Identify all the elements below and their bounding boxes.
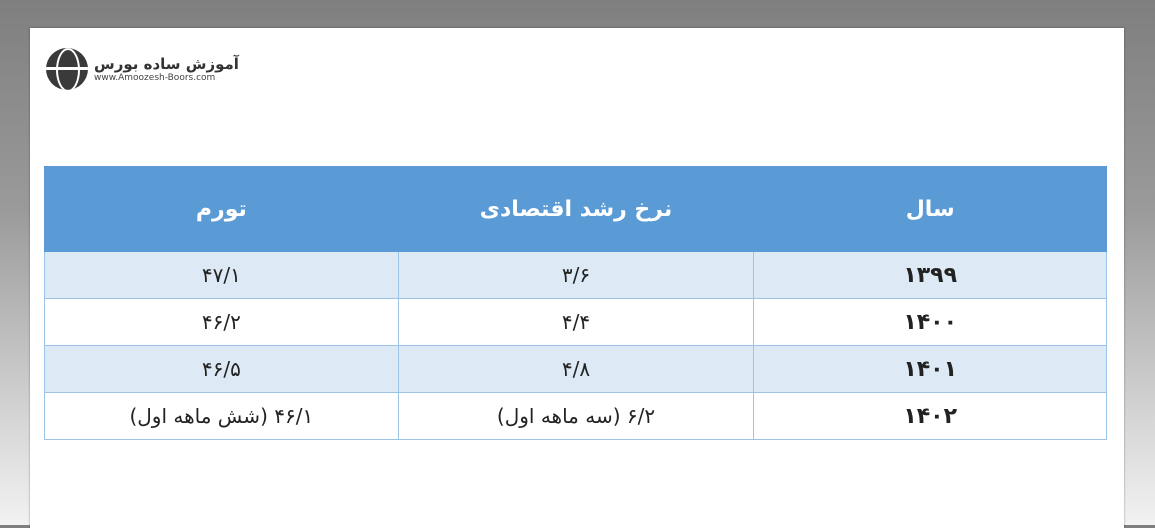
cell-year: ۱۴۰۱ (753, 345, 1107, 393)
table-row: ۱۴۰۲ ۶/۲ (سه ماهه اول) ۴۶/۱ (شش ماهه اول… (44, 392, 1107, 440)
document-page: آموزش ساده بورس www.Amoozesh-Boors.com س… (30, 28, 1124, 528)
cell-inflation: ۴۶/۲ (44, 298, 399, 346)
cell-growth: ۴/۴ (397, 298, 755, 346)
table-row: ۱۴۰۱ ۴/۸ ۴۶/۵ (44, 345, 1107, 393)
cell-growth: ۶/۲ (سه ماهه اول) (397, 392, 755, 440)
table-row: ۱۴۰۰ ۴/۴ ۴۶/۲ (44, 298, 1107, 346)
logo-url: www.Amoozesh-Boors.com (94, 73, 216, 83)
logo: آموزش ساده بورس www.Amoozesh-Boors.com (46, 48, 239, 90)
header-inflation: تورم (44, 166, 399, 252)
cell-inflation: ۴۶/۵ (44, 345, 399, 393)
header-growth-rate: نرخ رشد اقتصادی (397, 166, 755, 252)
header-year: سال (753, 166, 1107, 252)
logo-title: آموزش ساده بورس (94, 55, 239, 73)
cell-growth: ۴/۸ (397, 345, 755, 393)
table-header-row: سال نرخ رشد اقتصادی تورم (44, 166, 1107, 252)
cell-year: ۱۴۰۰ (753, 298, 1107, 346)
table-row: ۱۳۹۹ ۳/۶ ۴۷/۱ (44, 251, 1107, 299)
globe-chart-icon (46, 48, 88, 90)
cell-inflation: ۴۶/۱ (شش ماهه اول) (44, 392, 399, 440)
cell-inflation: ۴۷/۱ (44, 251, 399, 299)
economic-data-table: سال نرخ رشد اقتصادی تورم ۱۳۹۹ ۳/۶ ۴۷/۱ ۱… (44, 166, 1107, 440)
cell-growth: ۳/۶ (397, 251, 755, 299)
cell-year: ۱۴۰۲ (753, 392, 1107, 440)
cell-year: ۱۳۹۹ (753, 251, 1107, 299)
